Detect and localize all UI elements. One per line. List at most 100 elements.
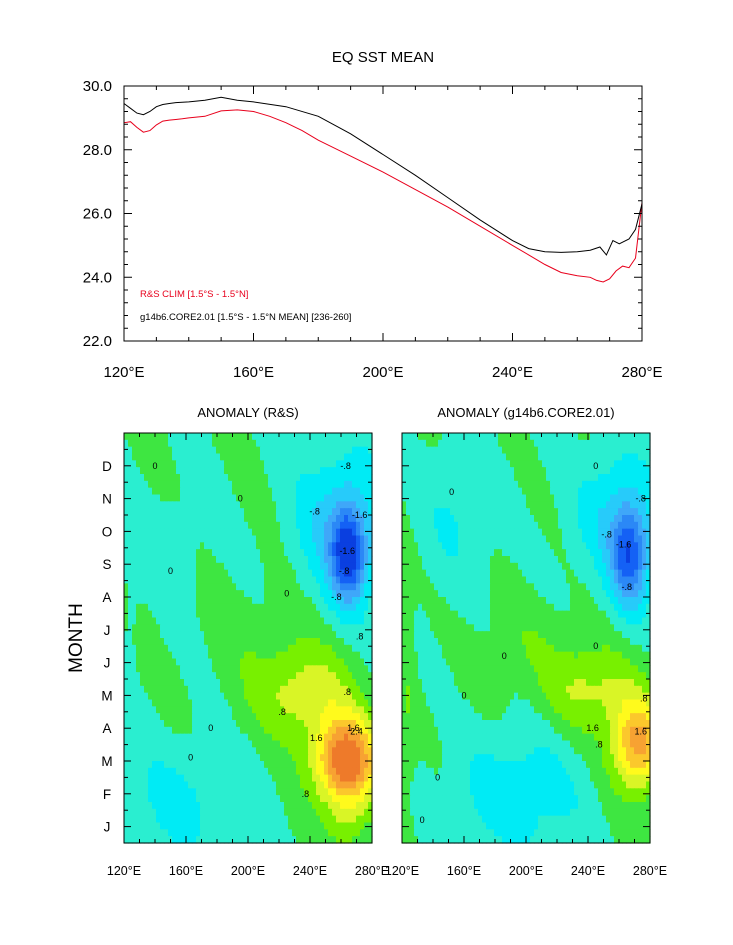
heatmap-cell xyxy=(124,815,129,824)
heatmap-cell xyxy=(594,480,599,489)
heatmap-cell xyxy=(304,720,309,728)
heatmap-cell xyxy=(172,433,177,441)
heatmap-cell xyxy=(188,515,193,523)
heatmap-cell xyxy=(430,528,435,537)
heatmap-cell xyxy=(284,446,289,455)
heatmap-cell xyxy=(406,501,411,509)
heatmap-cell xyxy=(252,624,257,632)
heatmap-cell xyxy=(320,788,325,796)
heatmap-cell xyxy=(264,446,269,455)
heatmap-cell xyxy=(280,651,285,660)
heatmap-cell xyxy=(228,535,233,543)
heatmap-cell xyxy=(240,808,245,817)
heatmap-cell xyxy=(128,617,133,625)
heatmap-cell xyxy=(288,549,293,557)
heatmap-cell xyxy=(204,521,209,530)
heatmap-cell xyxy=(244,576,249,584)
heatmap-cell xyxy=(550,515,555,523)
heatmap-cell xyxy=(356,590,361,598)
heatmap-cell xyxy=(284,802,289,810)
heatmap-cell xyxy=(236,467,241,475)
heatmap-cell xyxy=(144,672,149,680)
heatmap-cell xyxy=(308,733,313,742)
heatmap-cell xyxy=(256,836,261,844)
heatmap-cell xyxy=(348,535,353,543)
heatmap-cell xyxy=(312,617,317,625)
heatmap-cell xyxy=(224,487,229,496)
heatmap-cell xyxy=(344,808,349,817)
heatmap-cell xyxy=(340,733,345,742)
heatmap-cell xyxy=(240,501,245,509)
heatmap-cell xyxy=(280,829,285,837)
heatmap-cell xyxy=(212,494,217,502)
heatmap-cell xyxy=(168,631,173,639)
heatmap-cell xyxy=(506,433,511,441)
heatmap-cell xyxy=(442,487,447,496)
heatmap-cell xyxy=(340,556,345,564)
heatmap-cell xyxy=(128,508,133,516)
heatmap-cell xyxy=(578,439,583,448)
heatmap-cell xyxy=(304,644,309,653)
heatmap-cell xyxy=(236,603,241,612)
heatmap-cell xyxy=(260,720,265,728)
heatmap-cell xyxy=(348,740,353,748)
heatmap-cell xyxy=(320,740,325,748)
heatmap-cell xyxy=(356,460,361,468)
heatmap-cell xyxy=(570,494,575,502)
heatmap-cell xyxy=(626,494,631,502)
heatmap-cell xyxy=(288,487,293,496)
heatmap-cell xyxy=(244,528,249,537)
heatmap-cell xyxy=(582,453,587,461)
heatmap-cell xyxy=(308,515,313,523)
heatmap-cell xyxy=(574,439,579,448)
heatmap-cell xyxy=(176,685,181,694)
heatmap-cell xyxy=(454,521,459,530)
heatmap-cell xyxy=(646,446,651,455)
heatmap-cell xyxy=(328,576,333,584)
heatmap-cell xyxy=(244,706,249,714)
heatmap-cell xyxy=(136,774,141,783)
heatmap-cell xyxy=(196,699,201,707)
heatmap-cell xyxy=(228,802,233,810)
heatmap-cell xyxy=(316,679,321,687)
heatmap-cell xyxy=(316,699,321,707)
heatmap-cell xyxy=(156,692,161,701)
heatmap-cell xyxy=(474,535,479,543)
heatmap-cell xyxy=(284,487,289,496)
heatmap-cell xyxy=(236,501,241,509)
heatmap-cell xyxy=(614,521,619,530)
heatmap-cell xyxy=(602,487,607,496)
heatmap-cell xyxy=(188,767,193,776)
heatmap-cell xyxy=(336,453,341,461)
heatmap-cell xyxy=(642,460,647,468)
heatmap-cell xyxy=(160,467,165,475)
heatmap-cell xyxy=(220,467,225,475)
heatmap-cell xyxy=(300,767,305,776)
heatmap-cell xyxy=(336,556,341,564)
heatmap-cell xyxy=(356,740,361,748)
heatmap-cell xyxy=(264,460,269,468)
heatmap-cell xyxy=(252,692,257,701)
heatmap-cell xyxy=(224,576,229,584)
heatmap-cell xyxy=(260,617,265,625)
heatmap-cell xyxy=(450,480,455,489)
heatmap-cell xyxy=(240,460,245,468)
heatmap-cell xyxy=(316,795,321,803)
heatmap-cell xyxy=(248,610,253,619)
heatmap-cell xyxy=(168,617,173,625)
heatmap-cell xyxy=(236,733,241,742)
heatmap-cell xyxy=(212,651,217,660)
heatmap-cell xyxy=(124,433,129,441)
heatmap-cell xyxy=(172,583,177,591)
heatmap-cell xyxy=(208,535,213,543)
heatmap-cell xyxy=(244,713,249,721)
heatmap-cell xyxy=(128,836,133,844)
heatmap-cell xyxy=(164,802,169,810)
heatmap-cell xyxy=(402,460,407,468)
heatmap-cell xyxy=(316,467,321,475)
heatmap-cell xyxy=(180,501,185,509)
heatmap-cell xyxy=(626,542,631,550)
heatmap-cell xyxy=(168,699,173,707)
heatmap-cell xyxy=(256,665,261,673)
